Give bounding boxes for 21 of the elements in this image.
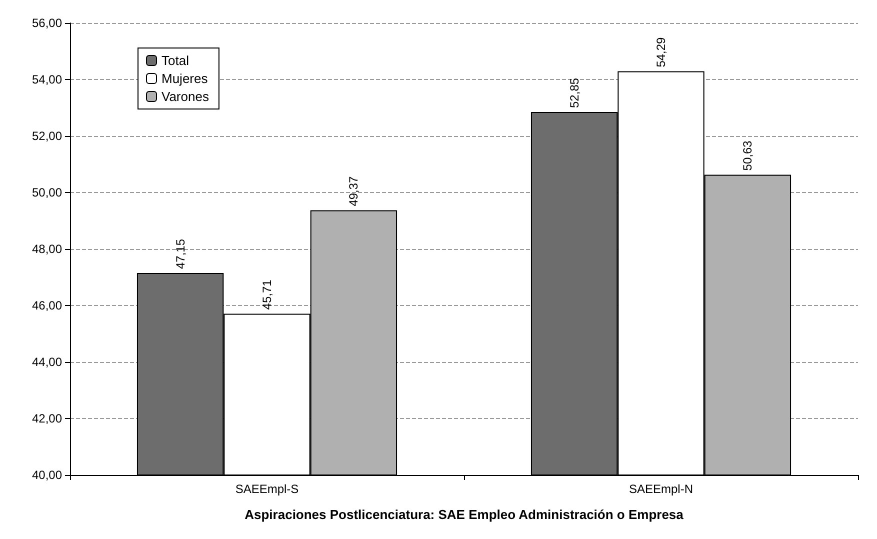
data-label: 50,63 (740, 140, 755, 171)
y-tick-label: 50,00 (32, 186, 62, 200)
y-tick-label: 54,00 (32, 72, 62, 86)
y-tick-label: 42,00 (32, 412, 62, 426)
y-tick-label: 46,00 (32, 298, 62, 312)
y-tick-label: 52,00 (32, 129, 62, 143)
data-label: 54,29 (654, 36, 668, 68)
data-label: 45,71 (260, 279, 274, 310)
data-label: 47,15 (173, 238, 188, 270)
data-label: 52,85 (567, 78, 582, 108)
legend-label: Mujeres (162, 71, 208, 86)
x-tick-label: SAEEmpl-S (235, 482, 299, 496)
data-label: 49,37 (346, 176, 361, 206)
y-tick-label: 48,00 (32, 242, 62, 256)
legend-label: Varones (162, 89, 210, 104)
x-axis-title: Aspiraciones Postlicenciatura: SAE Empleo Administración o Empresa (244, 507, 684, 522)
x-tick-label: SAEEmpl-N (628, 482, 694, 496)
y-tick-label: 40,00 (32, 468, 62, 482)
y-tick-label: 44,00 (32, 355, 62, 369)
legend-label: Total (162, 53, 190, 68)
y-tick-label: 56,00 (32, 16, 62, 30)
